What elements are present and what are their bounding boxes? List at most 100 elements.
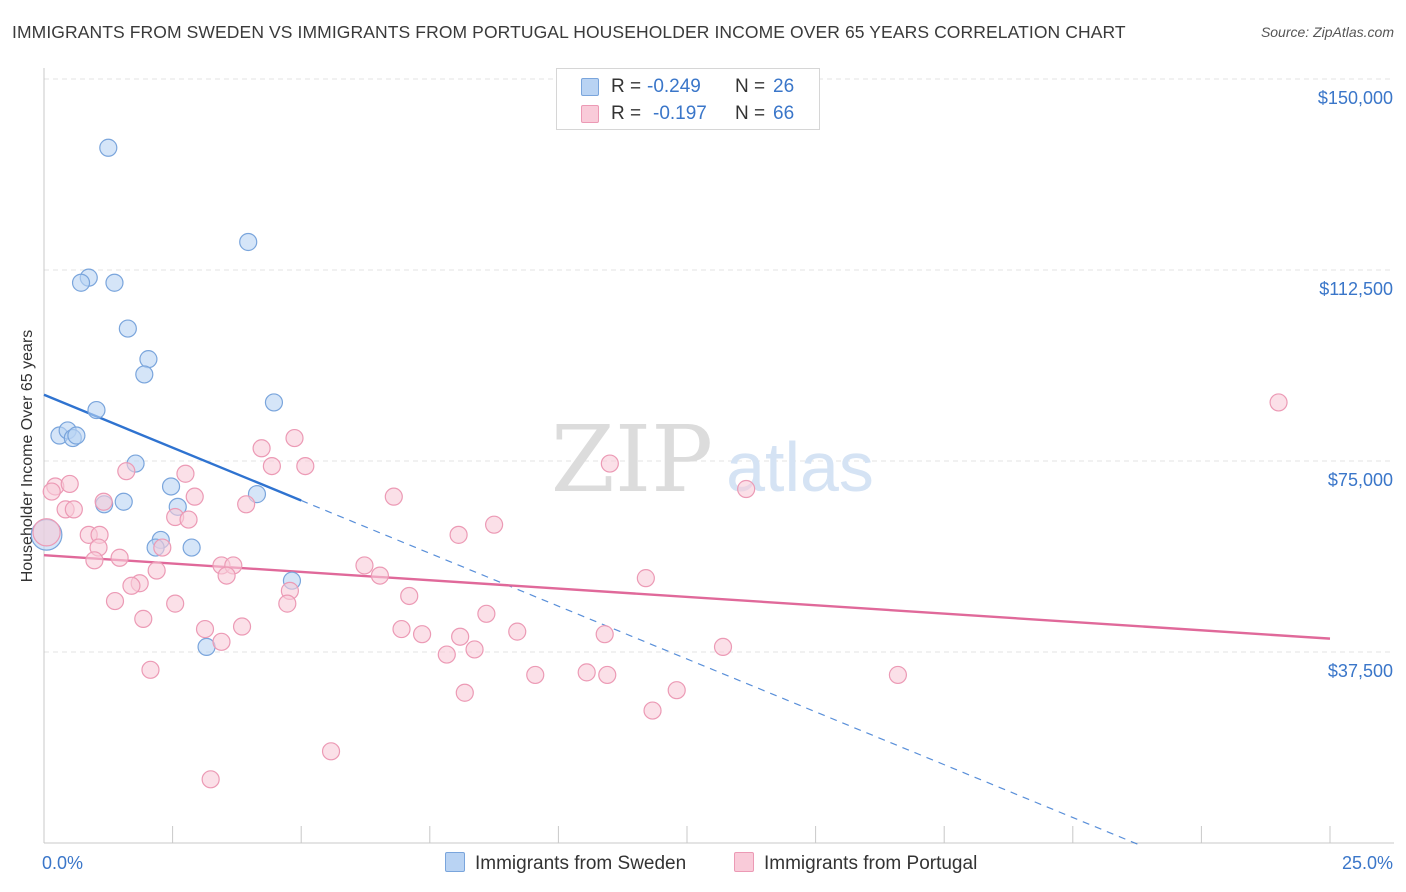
point-portugal: [201, 770, 220, 789]
point-sweden: [99, 138, 118, 157]
point-portugal: [400, 586, 419, 606]
point-portugal: [437, 645, 456, 664]
point-portugal: [485, 515, 504, 534]
trend-lines: [43, 393, 1331, 846]
point-portugal: [262, 456, 281, 476]
point-portugal: [122, 576, 141, 595]
point-sweden: [67, 426, 86, 445]
point-portugal: [449, 525, 468, 544]
legend-n-label: N =: [735, 76, 766, 97]
bottom-legend-swatch-sweden: [445, 852, 465, 872]
point-portugal: [134, 609, 153, 628]
point-portugal: [179, 510, 198, 529]
point-sweden: [182, 538, 201, 557]
point-portugal: [105, 591, 125, 611]
tick-labels: $37,500 $75,000 $112,500 $150,000 0.0% 25.0%: [42, 88, 1393, 873]
point-portugal: [577, 663, 596, 682]
point-portugal: [321, 742, 341, 761]
legend-r-value-sweden: -0.249: [647, 76, 701, 97]
legend-n-label: N =: [735, 103, 766, 124]
grid-lines: [44, 78, 1394, 653]
point-portugal: [117, 462, 136, 481]
point-portugal: [508, 622, 527, 641]
chart-title: IMMIGRANTS FROM SWEDEN VS IMMIGRANTS FRO…: [12, 22, 1126, 42]
correlation-legend: R = -0.249 N = 26 R = -0.197 N = 66: [556, 68, 820, 130]
point-sweden: [239, 232, 258, 252]
point-portugal: [643, 701, 662, 720]
point-portugal: [176, 464, 195, 483]
legend-r-label: R =: [611, 103, 642, 124]
point-sweden: [87, 400, 106, 420]
trend-line-sweden-extension: [300, 499, 1140, 846]
bottom-legend-portugal: Immigrants from Portugal: [734, 852, 977, 876]
point-portugal: [455, 683, 474, 702]
point-sweden: [118, 319, 137, 338]
point-portugal: [285, 428, 304, 448]
point-portugal: [42, 482, 61, 501]
point-portugal: [600, 454, 619, 473]
point-portugal: [32, 518, 61, 547]
x-tick-label-max: 25.0%: [1342, 853, 1393, 873]
point-sweden: [71, 273, 91, 292]
point-portugal: [296, 456, 315, 476]
point-sweden: [105, 273, 124, 292]
legend-n-value-portugal: 66: [773, 103, 795, 124]
axes: [43, 68, 1394, 844]
x-tick-label-min: 0.0%: [42, 853, 83, 873]
point-portugal: [278, 594, 297, 613]
source-credit: Source: ZipAtlas.com: [1260, 24, 1394, 40]
point-portugal: [667, 681, 686, 700]
point-portugal: [217, 566, 236, 585]
point-portugal: [737, 479, 756, 499]
bottom-legend-label-sweden: Immigrants from Sweden: [475, 853, 687, 874]
point-sweden: [139, 350, 158, 369]
data-points: [30, 138, 1288, 789]
bottom-legend-sweden: Immigrants from Sweden: [445, 852, 686, 876]
legend-swatch-sweden: [581, 78, 599, 96]
point-portugal: [94, 492, 113, 511]
point-portugal: [713, 637, 733, 657]
point-portugal: [888, 665, 908, 685]
y-tick-label: $75,000: [1328, 470, 1393, 490]
trend-line-sweden: [43, 393, 302, 502]
watermark-zip: ZIP: [551, 406, 713, 513]
point-portugal: [60, 474, 79, 494]
point-portugal: [195, 619, 215, 639]
point-portugal: [451, 627, 470, 646]
trend-line-portugal: [43, 554, 1331, 640]
point-portugal: [153, 538, 172, 557]
point-portugal: [636, 569, 655, 588]
point-portugal: [412, 625, 432, 644]
legend-swatch-portugal: [581, 105, 599, 123]
point-portugal: [384, 487, 403, 506]
point-portugal: [370, 566, 390, 585]
point-portugal: [392, 619, 411, 639]
point-portugal: [147, 561, 166, 580]
y-tick-label: $150,000: [1318, 88, 1393, 108]
point-portugal: [110, 548, 129, 567]
point-portugal: [64, 500, 83, 519]
bottom-legend-label-portugal: Immigrants from Portugal: [764, 853, 978, 874]
point-portugal: [477, 604, 496, 623]
point-portugal: [141, 660, 160, 679]
y-tick-label: $37,500: [1328, 661, 1393, 681]
y-tick-label: $112,500: [1319, 279, 1393, 299]
point-portugal: [355, 556, 374, 575]
point-portugal: [252, 439, 271, 458]
legend-r-label: R =: [611, 76, 642, 97]
point-portugal: [166, 594, 185, 613]
point-sweden: [161, 477, 181, 496]
point-portugal: [465, 640, 484, 659]
point-sweden: [264, 393, 284, 412]
point-portugal: [85, 551, 104, 570]
point-sweden: [114, 492, 133, 511]
legend-n-value-sweden: 26: [773, 76, 795, 97]
point-portugal: [598, 665, 617, 685]
point-sweden: [135, 365, 154, 384]
point-portugal: [212, 632, 231, 651]
point-portugal: [185, 487, 204, 506]
point-portugal: [1269, 393, 1288, 412]
point-portugal: [595, 625, 614, 644]
point-portugal: [237, 495, 256, 514]
